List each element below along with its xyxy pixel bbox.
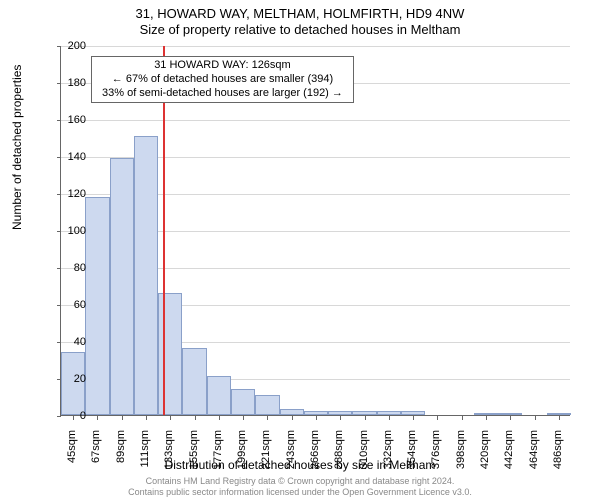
x-tick-label: 398sqm	[455, 430, 467, 490]
x-tick-label: 442sqm	[503, 430, 515, 490]
x-tick-label: 177sqm	[212, 430, 224, 490]
x-tick-mark	[340, 416, 341, 420]
x-tick-label: 133sqm	[163, 430, 175, 490]
x-tick-mark	[97, 416, 98, 420]
x-tick-mark	[267, 416, 268, 420]
histogram-bar	[134, 136, 158, 415]
x-tick-label: 420sqm	[479, 430, 491, 490]
x-tick-label: 376sqm	[430, 430, 442, 490]
x-tick-mark	[389, 416, 390, 420]
x-tick-label: 288sqm	[333, 430, 345, 490]
y-tick-label: 100	[41, 225, 86, 237]
x-tick-label: 266sqm	[309, 430, 321, 490]
x-tick-label: 89sqm	[115, 430, 127, 490]
x-tick-mark	[486, 416, 487, 420]
y-tick-label: 60	[41, 299, 86, 311]
y-tick-label: 200	[41, 40, 86, 52]
reference-annotation: 31 HOWARD WAY: 126sqm ← 67% of detached …	[91, 56, 354, 103]
x-tick-mark	[170, 416, 171, 420]
x-tick-label: 199sqm	[236, 430, 248, 490]
x-tick-label: 221sqm	[260, 430, 272, 490]
chart-area: 31 HOWARD WAY: 126sqm ← 67% of detached …	[60, 46, 570, 416]
x-tick-mark	[510, 416, 511, 420]
histogram-bar	[352, 411, 376, 415]
x-tick-label: 45sqm	[66, 430, 78, 490]
x-tick-label: 67sqm	[90, 430, 102, 490]
gridline	[61, 46, 570, 47]
x-tick-label: 310sqm	[358, 430, 370, 490]
y-tick-label: 20	[41, 373, 86, 385]
histogram-bar	[498, 413, 522, 415]
y-tick-label: 40	[41, 336, 86, 348]
y-tick-label: 140	[41, 151, 86, 163]
x-tick-mark	[243, 416, 244, 420]
histogram-bar	[328, 411, 352, 415]
histogram-bar	[255, 395, 279, 415]
y-tick-label: 80	[41, 262, 86, 274]
x-tick-mark	[122, 416, 123, 420]
y-axis-label: Number of detached properties	[10, 65, 24, 230]
histogram-bar	[110, 158, 134, 415]
x-tick-mark	[413, 416, 414, 420]
histogram-bar	[85, 197, 109, 415]
x-tick-label: 243sqm	[285, 430, 297, 490]
x-tick-mark	[292, 416, 293, 420]
histogram-bar	[377, 411, 401, 415]
x-tick-label: 332sqm	[382, 430, 394, 490]
x-tick-mark	[437, 416, 438, 420]
y-tick-label: 160	[41, 114, 86, 126]
page-title: 31, HOWARD WAY, MELTHAM, HOLMFIRTH, HD9 …	[0, 6, 600, 21]
annotation-line: 33% of semi-detached houses are larger (…	[102, 87, 343, 101]
y-tick-label: 0	[41, 410, 86, 422]
x-tick-label: 464sqm	[528, 430, 540, 490]
annotation-line: 31 HOWARD WAY: 126sqm	[102, 59, 343, 73]
gridline	[61, 120, 570, 121]
histogram-bar	[231, 389, 255, 415]
x-tick-label: 155sqm	[188, 430, 200, 490]
x-tick-label: 354sqm	[406, 430, 418, 490]
annotation-line: ← 67% of detached houses are smaller (39…	[102, 73, 343, 87]
histogram-bar	[182, 348, 206, 415]
x-tick-mark	[462, 416, 463, 420]
x-tick-mark	[316, 416, 317, 420]
y-tick-label: 180	[41, 77, 86, 89]
histogram-bar	[304, 411, 328, 415]
x-tick-mark	[146, 416, 147, 420]
histogram-bar	[474, 413, 498, 415]
x-tick-mark	[559, 416, 560, 420]
histogram-bar	[547, 413, 571, 415]
x-tick-mark	[195, 416, 196, 420]
x-tick-mark	[219, 416, 220, 420]
x-tick-mark	[535, 416, 536, 420]
y-tick-label: 120	[41, 188, 86, 200]
histogram-bar	[207, 376, 231, 415]
histogram-bar	[280, 409, 304, 415]
plot-region: 31 HOWARD WAY: 126sqm ← 67% of detached …	[60, 46, 570, 416]
x-tick-label: 111sqm	[139, 430, 151, 490]
x-tick-mark	[365, 416, 366, 420]
histogram-bar	[401, 411, 425, 415]
x-tick-label: 486sqm	[552, 430, 564, 490]
page-subtitle: Size of property relative to detached ho…	[0, 22, 600, 37]
